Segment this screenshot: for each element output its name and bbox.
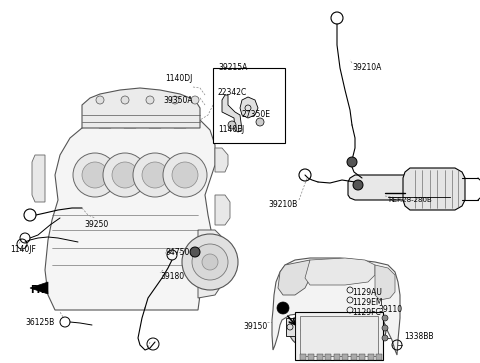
Circle shape bbox=[142, 162, 168, 188]
Circle shape bbox=[382, 325, 388, 331]
Circle shape bbox=[121, 96, 129, 104]
Text: 1140JF: 1140JF bbox=[10, 245, 36, 254]
Text: 39215A: 39215A bbox=[218, 63, 247, 72]
Circle shape bbox=[296, 321, 314, 339]
Text: 22342C: 22342C bbox=[218, 88, 247, 97]
Polygon shape bbox=[82, 88, 200, 128]
Circle shape bbox=[191, 96, 199, 104]
Text: 1338BB: 1338BB bbox=[404, 332, 433, 341]
Polygon shape bbox=[272, 258, 400, 355]
Circle shape bbox=[112, 162, 138, 188]
Text: REF.28-280B: REF.28-280B bbox=[388, 197, 432, 203]
Circle shape bbox=[146, 96, 154, 104]
Polygon shape bbox=[222, 95, 242, 132]
Polygon shape bbox=[403, 168, 465, 210]
Bar bbox=[309, 354, 314, 360]
Text: 39150: 39150 bbox=[244, 322, 268, 331]
Polygon shape bbox=[174, 120, 186, 128]
Polygon shape bbox=[305, 258, 375, 285]
Text: 36125B: 36125B bbox=[25, 318, 54, 327]
Text: 27350E: 27350E bbox=[242, 110, 271, 119]
Circle shape bbox=[289, 314, 321, 346]
Bar bbox=[300, 316, 378, 356]
Text: FR.: FR. bbox=[30, 285, 48, 295]
Circle shape bbox=[73, 153, 117, 197]
Circle shape bbox=[202, 254, 218, 270]
Circle shape bbox=[82, 162, 108, 188]
Polygon shape bbox=[240, 97, 258, 118]
Circle shape bbox=[163, 153, 207, 197]
Circle shape bbox=[382, 315, 388, 321]
Circle shape bbox=[171, 96, 179, 104]
Circle shape bbox=[192, 244, 228, 280]
Polygon shape bbox=[124, 120, 136, 128]
Polygon shape bbox=[149, 120, 161, 128]
Bar bbox=[376, 354, 382, 360]
Circle shape bbox=[228, 121, 236, 129]
Circle shape bbox=[354, 314, 386, 346]
Circle shape bbox=[103, 153, 147, 197]
Polygon shape bbox=[215, 148, 228, 172]
Text: 94750: 94750 bbox=[166, 248, 191, 257]
Circle shape bbox=[361, 321, 379, 339]
Polygon shape bbox=[215, 195, 230, 225]
Circle shape bbox=[133, 153, 177, 197]
Text: 39210A: 39210A bbox=[352, 63, 382, 72]
Bar bbox=[351, 354, 357, 360]
Text: 39350A: 39350A bbox=[163, 96, 193, 105]
Text: 1129FC: 1129FC bbox=[352, 308, 381, 317]
Bar bbox=[286, 318, 295, 336]
Bar bbox=[334, 354, 340, 360]
Text: 39210B: 39210B bbox=[269, 200, 298, 209]
Bar bbox=[359, 354, 365, 360]
Bar bbox=[300, 354, 306, 360]
Polygon shape bbox=[198, 230, 225, 298]
Circle shape bbox=[277, 302, 289, 314]
Circle shape bbox=[256, 118, 264, 126]
Text: 1129EM: 1129EM bbox=[352, 298, 383, 307]
Bar bbox=[213, 68, 285, 143]
Polygon shape bbox=[32, 155, 45, 202]
Text: 1140EJ: 1140EJ bbox=[218, 125, 244, 134]
Bar bbox=[368, 354, 373, 360]
Text: 39250: 39250 bbox=[84, 220, 108, 229]
Text: 1140DJ: 1140DJ bbox=[166, 74, 193, 83]
Circle shape bbox=[347, 157, 357, 167]
Circle shape bbox=[182, 234, 238, 290]
Bar bbox=[295, 312, 383, 360]
Polygon shape bbox=[375, 265, 395, 300]
Text: 1129AU: 1129AU bbox=[352, 288, 382, 297]
Text: 39180: 39180 bbox=[160, 272, 184, 281]
Polygon shape bbox=[30, 282, 48, 294]
Circle shape bbox=[190, 247, 200, 257]
Bar bbox=[325, 354, 331, 360]
Circle shape bbox=[353, 180, 363, 190]
Bar bbox=[317, 354, 323, 360]
Circle shape bbox=[382, 335, 388, 341]
Circle shape bbox=[366, 326, 374, 334]
Text: 39110: 39110 bbox=[378, 305, 402, 314]
Polygon shape bbox=[99, 120, 111, 128]
Circle shape bbox=[96, 96, 104, 104]
Bar bbox=[342, 354, 348, 360]
Circle shape bbox=[172, 162, 198, 188]
Polygon shape bbox=[45, 110, 215, 310]
Circle shape bbox=[301, 326, 309, 334]
Polygon shape bbox=[278, 260, 310, 295]
Polygon shape bbox=[348, 175, 455, 200]
